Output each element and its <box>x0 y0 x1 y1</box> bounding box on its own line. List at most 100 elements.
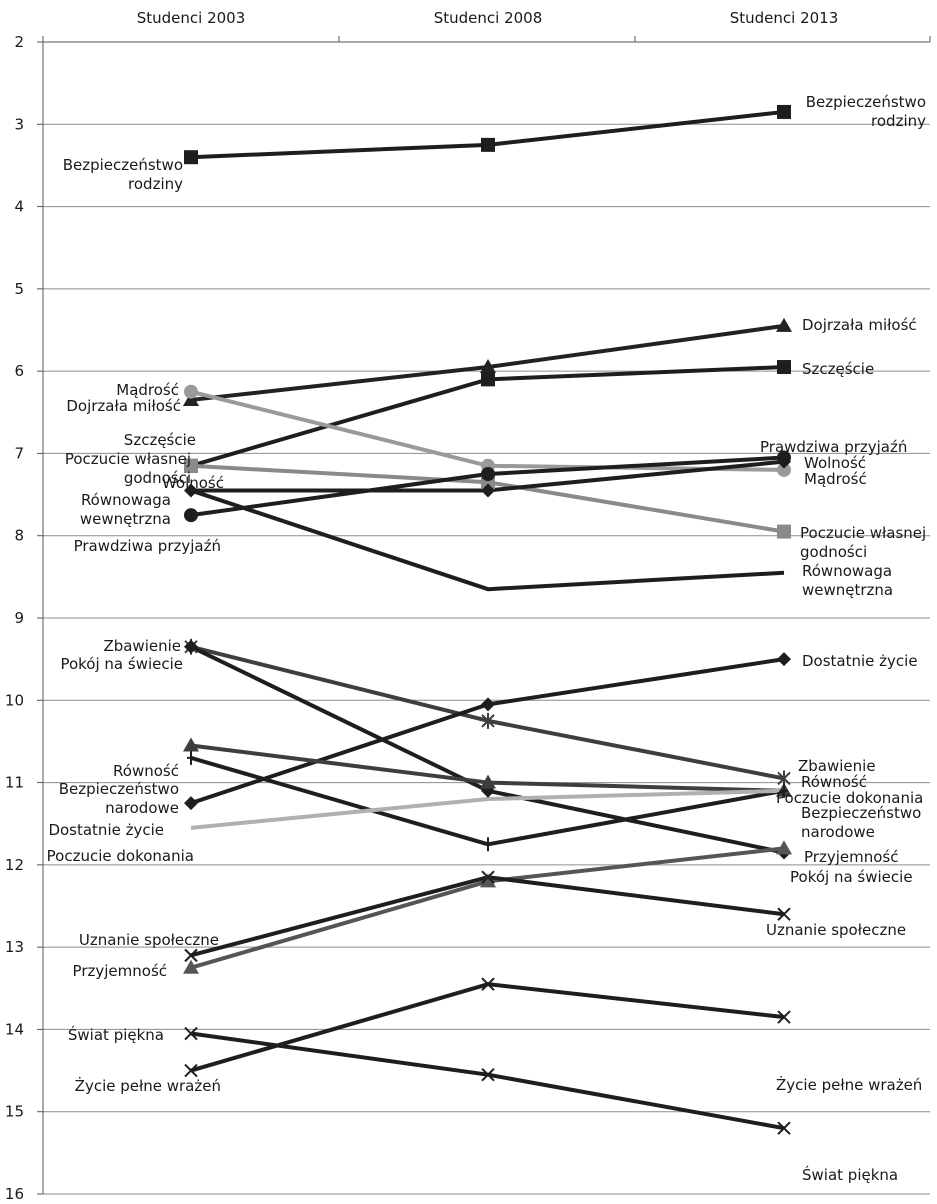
series-label-uznanie-spoleczne-right: Uznanie społeczne <box>766 921 906 939</box>
series-label-dostatnie-zycie-left: Dostatnie życie <box>48 821 164 839</box>
rownosc-marker <box>183 737 199 752</box>
dojrzala-milosc-marker <box>776 317 792 332</box>
series-label-zycie-pelne-wrazen-right: Życie pełne wrażeń <box>776 1075 922 1094</box>
przyjemnosc-marker <box>776 840 792 855</box>
y-tick-label: 11 <box>5 774 24 792</box>
y-tick-label: 4 <box>14 198 24 216</box>
dostatnie-zycie-marker <box>777 652 791 667</box>
madrosc-marker <box>184 384 198 399</box>
series-label-poczucie-wlasnej-godnosci-left: Poczucie własnej godności <box>65 450 191 487</box>
szczescie-marker <box>777 360 791 375</box>
series-label-prawdziwa-przyjazn-left: Prawdziwa przyjaźń <box>74 537 221 555</box>
series-markers <box>183 104 792 1135</box>
series-label-zbawienie-left: Zbawienie <box>103 637 181 655</box>
y-tick-label: 16 <box>5 1185 24 1203</box>
swiat-piekna-marker <box>777 1121 791 1135</box>
series-labels: Bezpieczeństwo rodziny Bezpieczeństwo rodzi… <box>47 93 927 1184</box>
series-label-szczescie-left: Szczęście <box>124 431 196 449</box>
series-label-szczescie-right: Szczęście <box>802 360 874 378</box>
y-tick-label: 2 <box>14 33 24 51</box>
series-label-przyjemnosc-left: Przyjemność <box>73 962 167 980</box>
series-label-dojrzala-milosc-right: Dojrzała miłość <box>802 316 917 334</box>
bezpieczenstwo-rodziny-marker <box>777 104 791 119</box>
bezpieczenstwo-narodowe-marker <box>484 837 492 852</box>
y-tick-label: 13 <box>5 938 24 956</box>
zycie-pelne-wrazen-marker <box>184 1063 198 1078</box>
y-tick-label: 5 <box>14 280 24 298</box>
x-tick-label: Studenci 2008 <box>434 9 543 27</box>
pokoj-na-swiecie-marker <box>184 639 198 654</box>
series-label-uznanie-spoleczne-left: Uznanie społeczne <box>79 931 219 949</box>
series-lines <box>190 109 785 1131</box>
series-label-swiat-piekna-right: Świat piękna <box>802 1165 898 1184</box>
bezpieczenstwo-narodowe-marker <box>187 750 195 765</box>
zycie-pelne-wrazen-marker <box>777 1010 791 1024</box>
uznanie-spoleczne-marker <box>777 907 791 921</box>
series-label-poczucie-dokonania-left: Poczucie dokonania <box>47 847 194 865</box>
series-line-poczucie-dokonania <box>190 788 785 830</box>
y-tick-label: 9 <box>14 609 24 627</box>
wolnosc-marker <box>184 483 198 498</box>
dojrzala-milosc-marker <box>183 391 199 406</box>
x-tick-label: Studenci 2003 <box>137 9 246 27</box>
zbawienie-marker <box>481 712 495 729</box>
x-tick-label: Studenci 2013 <box>730 9 839 27</box>
series-label-bezpieczenstwo-rodziny-left: Bezpieczeństwo rodziny <box>63 156 183 193</box>
series-label-wolnosc-right: Wolność <box>804 454 866 472</box>
przyjemnosc-marker <box>480 873 496 888</box>
prawdziwa-przyjazn-marker <box>481 467 495 481</box>
series-label-poczucie-dokonania-right: Poczucie dokonania <box>776 789 923 807</box>
prawdziwa-przyjazn-marker <box>777 450 791 465</box>
poczucie-wlasnej-godnosci-marker <box>777 524 791 539</box>
series-label-zbawienie-right: Zbawienie <box>798 757 876 775</box>
y-tick-label: 14 <box>5 1020 24 1038</box>
series-label-rownosc-left: Równość <box>113 762 179 780</box>
przyjemnosc-marker <box>183 959 199 974</box>
madrosc-marker <box>777 462 791 477</box>
series-label-madrosc-right: Mądrość <box>804 470 867 488</box>
series-label-madrosc-left: Mądrość <box>116 381 179 399</box>
bezpieczenstwo-narodowe-marker <box>780 783 788 798</box>
y-tick-label: 10 <box>5 691 24 709</box>
bezpieczenstwo-rodziny-marker <box>481 137 495 152</box>
x-axis-ticks: Studenci 2003 Studenci 2008 Studenci 2013 <box>42 9 931 42</box>
y-tick-label: 6 <box>14 362 24 380</box>
uznanie-spoleczne-marker <box>481 870 495 884</box>
series-line-przyjemnosc <box>190 846 785 970</box>
series-label-przyjemnosc-right: Przyjemność <box>804 848 898 866</box>
series-line-pokoj-na-swiecie <box>190 645 785 855</box>
series-label-zycie-pelne-wrazen-left: Życie pełne wrażeń <box>75 1076 221 1095</box>
series-label-prawdziwa-przyjazn-right: Prawdziwa przyjaźń <box>760 438 907 456</box>
series-line-madrosc <box>190 389 785 472</box>
dojrzala-milosc-marker <box>480 359 496 374</box>
series-label-bezpieczenstwo-rodziny-right: Bezpieczeństwo rodziny <box>806 93 926 130</box>
series-label-bezpieczenstwo-narodowe-left: Bezpieczeństwo narodowe <box>59 780 179 817</box>
series-label-dojrzala-milosc-left: Dojrzała miłość <box>66 397 181 415</box>
swiat-piekna-marker <box>184 1026 198 1041</box>
y-tick-label: 7 <box>14 444 24 462</box>
y-tick-label: 15 <box>5 1103 24 1121</box>
series-label-swiat-piekna-left: Świat piękna <box>68 1025 164 1044</box>
zycie-pelne-wrazen-marker <box>481 977 495 991</box>
series-line-rownowaga-wewnetrzna <box>190 488 785 592</box>
series-label-rownosc-right: Równość <box>801 773 867 791</box>
poczucie-wlasnej-godnosci-marker <box>184 458 198 473</box>
swiat-piekna-marker <box>481 1067 495 1082</box>
wolnosc-marker <box>481 483 495 498</box>
szczescie-marker <box>481 372 495 387</box>
series-line-swiat-piekna <box>190 1031 785 1131</box>
prawdziwa-przyjazn-marker <box>184 508 198 523</box>
series-label-pokoj-na-swiecie-left: Pokój na świecie <box>60 655 183 673</box>
dostatnie-zycie-marker <box>481 697 495 712</box>
series-label-poczucie-wlasnej-godnosci-right: Poczucie własnej godności <box>800 524 926 561</box>
y-axis-ticks: 2 3 4 5 6 7 8 9 10 11 12 13 14 15 16 <box>5 33 43 1203</box>
series-label-rownowaga-wewnetrzna-right: Równowaga wewnętrzna <box>802 562 893 599</box>
uznanie-spoleczne-marker <box>184 948 198 963</box>
y-tick-label: 12 <box>5 856 24 874</box>
series-label-pokoj-na-swiecie-right: Pokój na świecie <box>790 868 913 886</box>
series-label-dostatnie-zycie-right: Dostatnie życie <box>802 652 918 670</box>
series-label-bezpieczenstwo-narodowe-right: Bezpieczeństwo narodowe <box>801 804 921 841</box>
y-tick-label: 3 <box>14 115 24 133</box>
series-label-wolnosc-left: Wolność <box>162 474 224 492</box>
